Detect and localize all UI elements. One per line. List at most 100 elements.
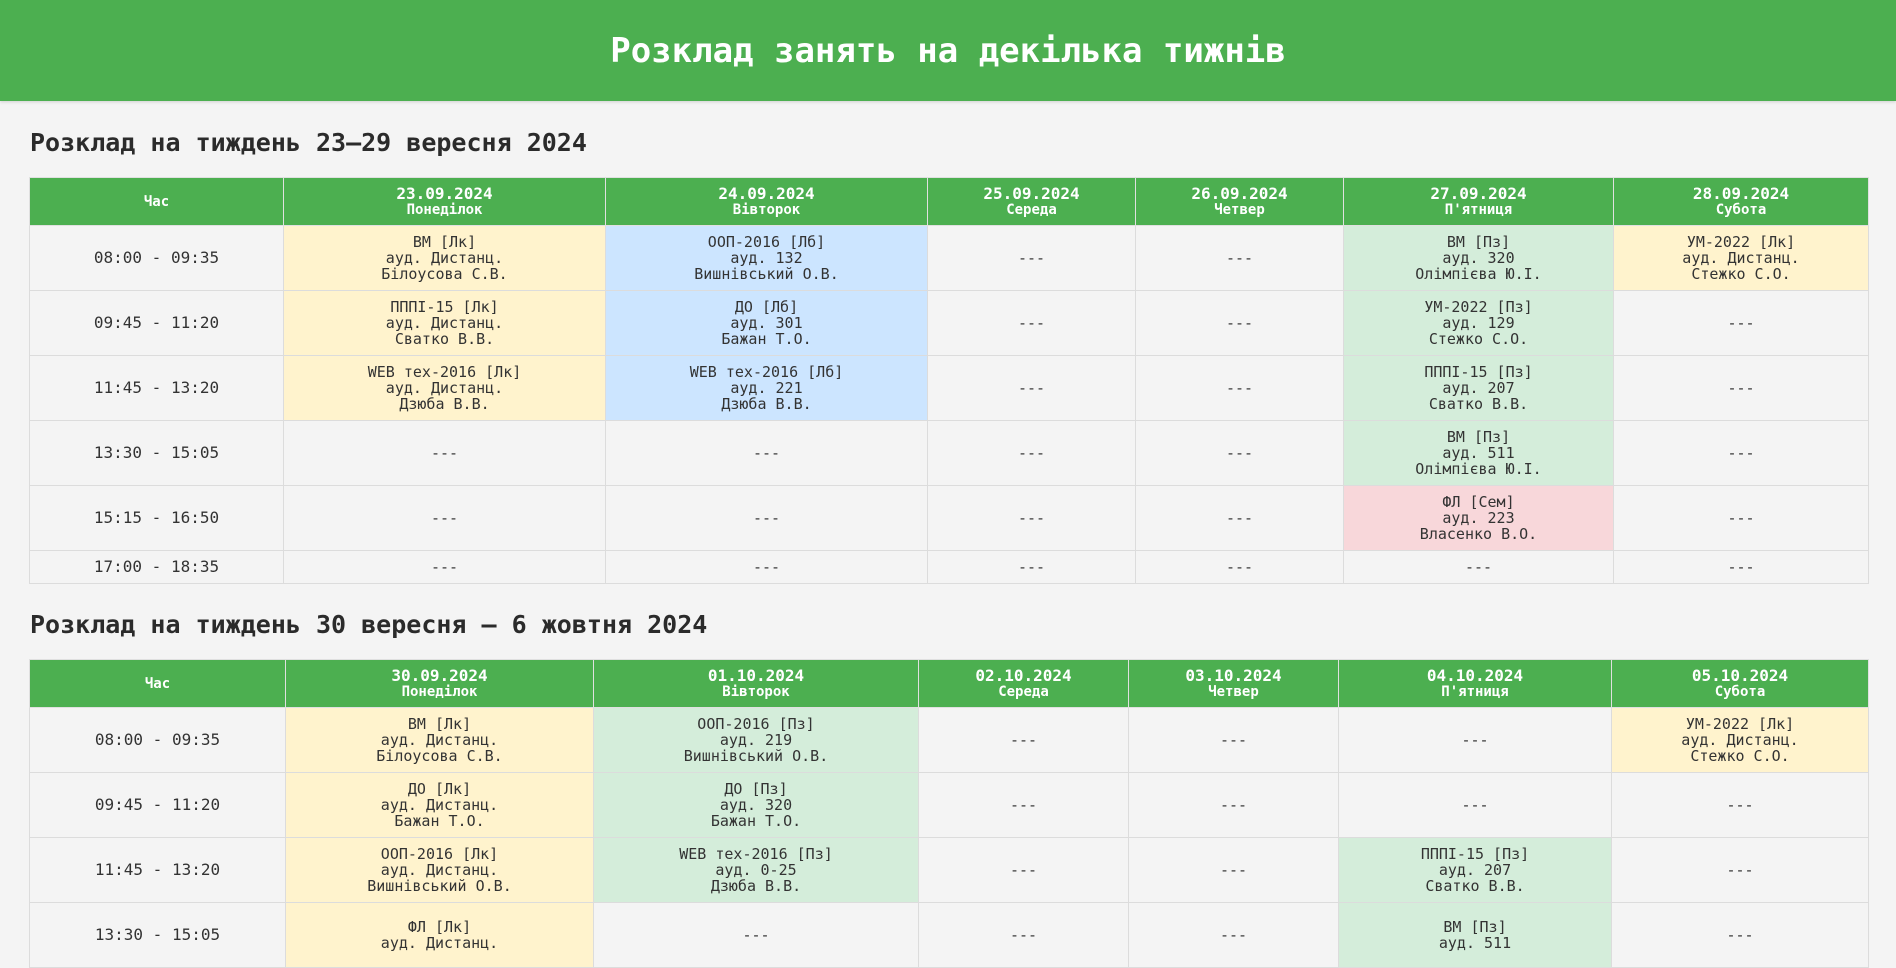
empty-mark: --- <box>1009 861 1038 879</box>
day-date: 23.09.2024 <box>396 183 493 203</box>
day-column-header: 03.10.2024 Четвер <box>1128 659 1339 708</box>
class-subject: ВМ [Пз] <box>1443 918 1507 936</box>
empty-mark: --- <box>1225 509 1254 527</box>
time-slot: 09:45 - 11:20 <box>29 772 286 838</box>
day-name: Субота <box>1715 201 1767 218</box>
class-room: ауд. Дистанц. <box>1681 731 1799 749</box>
day-name: Четвер <box>1214 201 1265 218</box>
class-teacher: Стежко С.О. <box>1691 265 1791 283</box>
day-name: Четвер <box>1208 683 1259 700</box>
empty-mark: --- <box>1727 509 1755 527</box>
day-date: 01.10.2024 <box>707 665 805 685</box>
class-cell: ДО [Лк] ауд. Дистанц. Бажан Т.О. <box>285 772 594 838</box>
time-column-header: Час <box>29 659 286 708</box>
empty-mark: --- <box>752 558 781 576</box>
class-room: ауд. 223 <box>1442 509 1515 527</box>
class-room: ауд. 221 <box>730 379 803 397</box>
class-cell: ВМ [Лк] ауд. Дистанц. Білоусова С.В. <box>285 707 594 773</box>
empty-slot: --- <box>927 290 1136 356</box>
page-title: Розклад занять на декілька тижнів <box>610 30 1286 71</box>
class-teacher: Сватко В.В. <box>1428 395 1529 413</box>
empty-slot: --- <box>918 772 1129 838</box>
class-cell: ООП-2016 [Лк] ауд. Дистанц. Вишнівський О.… <box>285 837 594 903</box>
day-column-header: 30.09.2024 Понеділок <box>285 659 594 708</box>
day-date: 30.09.2024 <box>391 665 488 685</box>
day-column-header: 23.09.2024 Понеділок <box>283 177 606 226</box>
empty-mark: --- <box>1726 926 1754 944</box>
empty-mark: --- <box>1727 314 1755 332</box>
empty-mark: --- <box>1726 796 1754 814</box>
empty-mark: --- <box>1219 926 1248 944</box>
empty-slot: --- <box>1613 420 1869 486</box>
class-subject: ФЛ [Сем] <box>1442 493 1515 511</box>
empty-slot: --- <box>1343 550 1614 584</box>
time-slot: 11:45 - 13:20 <box>29 837 286 903</box>
day-name: Середа <box>1006 201 1057 218</box>
empty-mark: --- <box>1219 861 1248 879</box>
empty-slot: --- <box>605 550 928 584</box>
day-date: 04.10.2024 <box>1426 665 1524 685</box>
class-teacher: Вишнівський О.В. <box>367 877 512 895</box>
empty-mark: --- <box>1727 444 1755 462</box>
class-room: ауд. 511 <box>1442 444 1515 462</box>
class-teacher: Вишнівський О.В. <box>694 265 839 283</box>
empty-slot: --- <box>1611 772 1869 838</box>
empty-mark: --- <box>1225 444 1254 462</box>
class-subject: ПППІ-15 [Пз] <box>1420 845 1530 863</box>
class-cell: УМ-2022 [Лк] ауд. Дистанц. Стежко С.О. <box>1613 225 1869 291</box>
class-subject: ВМ [Лк] <box>407 715 472 733</box>
class-subject: WEB тех-2016 [Лб] <box>689 363 844 381</box>
empty-slot: --- <box>927 225 1136 291</box>
class-teacher: Білоусова С.В. <box>381 265 508 283</box>
day-date: 02.10.2024 <box>975 665 1072 685</box>
empty-slot: --- <box>1613 550 1869 584</box>
page-header: Розклад занять на декілька тижнів <box>0 0 1896 101</box>
day-column-header: 27.09.2024 П'ятниця <box>1343 177 1614 226</box>
day-column-header: 26.09.2024 Четвер <box>1135 177 1344 226</box>
class-cell: WEB тех-2016 [Лк] ауд. Дистанц. Дзюба В.В. <box>283 355 606 421</box>
class-room: ауд. 301 <box>730 314 803 332</box>
table-row: 15:15 - 16:50 --- --- --- --- ФЛ [Сем] ауд. 22… <box>29 485 1869 551</box>
class-teacher: Бажан Т.О. <box>721 330 812 348</box>
class-cell: WEB тех-2016 [Пз] ауд. 0-25 Дзюба В.В. <box>593 837 919 903</box>
class-cell: ВМ [Лк] ауд. Дистанц. Білоусова С.В. <box>283 225 606 291</box>
day-name: П'ятниця <box>1441 683 1509 700</box>
class-teacher: Власенко В.О. <box>1419 525 1538 543</box>
class-subject: ДО [Пз] <box>724 780 788 798</box>
empty-mark: --- <box>430 444 459 462</box>
empty-slot: --- <box>1135 420 1344 486</box>
class-teacher: Олімпієва Ю.І. <box>1415 460 1542 478</box>
table-row: 09:45 - 11:20 ДО [Лк] ауд. Дистанц. Бажан Т… <box>29 772 1869 838</box>
empty-mark: --- <box>1017 379 1046 397</box>
schedule-header-row: Час 30.09.2024 Понеділок 01.10.2024 Вівторок… <box>29 659 1869 708</box>
day-date: 24.09.2024 <box>718 183 815 203</box>
empty-mark: --- <box>1225 249 1254 267</box>
table-row: 11:45 - 13:20 WEB тех-2016 [Лк] ауд. Диста… <box>29 355 1869 421</box>
empty-mark: --- <box>1009 731 1038 749</box>
day-name: Вівторок <box>722 683 790 700</box>
class-subject: ООП-2016 [Пз] <box>697 715 815 733</box>
class-room: ауд. Дистанц. <box>380 934 499 952</box>
day-column-header: 05.10.2024 Субота <box>1611 659 1869 708</box>
time-slot: 08:00 - 09:35 <box>29 707 286 773</box>
class-subject: УМ-2022 [Лк] <box>1686 233 1796 251</box>
time-slot: 15:15 - 16:50 <box>29 485 284 551</box>
table-row: 08:00 - 09:35 ВМ [Лк] ауд. Дистанц. Білоусо… <box>29 225 1869 291</box>
empty-slot: --- <box>1613 355 1869 421</box>
empty-mark: --- <box>1461 731 1489 749</box>
empty-mark: --- <box>752 444 781 462</box>
empty-slot: --- <box>605 420 928 486</box>
empty-mark: --- <box>1464 558 1493 576</box>
class-room: ауд. Дистанц. <box>385 249 504 267</box>
time-slot: 08:00 - 09:35 <box>29 225 284 291</box>
table-row: 13:30 - 15:05 --- --- --- --- ВМ [Пз] ауд. 511… <box>29 420 1869 486</box>
empty-slot: --- <box>1611 902 1869 968</box>
empty-slot: --- <box>1128 902 1339 968</box>
class-cell: УМ-2022 [Пз] ауд. 129 Стежко С.О. <box>1343 290 1614 356</box>
day-name: Вівторок <box>732 201 801 218</box>
class-teacher: Дзюба В.В. <box>721 395 812 413</box>
class-cell: ВМ [Пз] ауд. 320 Олімпієва Ю.І. <box>1343 225 1614 291</box>
empty-mark: --- <box>752 509 781 527</box>
empty-slot: --- <box>1128 707 1339 773</box>
day-date: 26.09.2024 <box>1191 183 1288 203</box>
